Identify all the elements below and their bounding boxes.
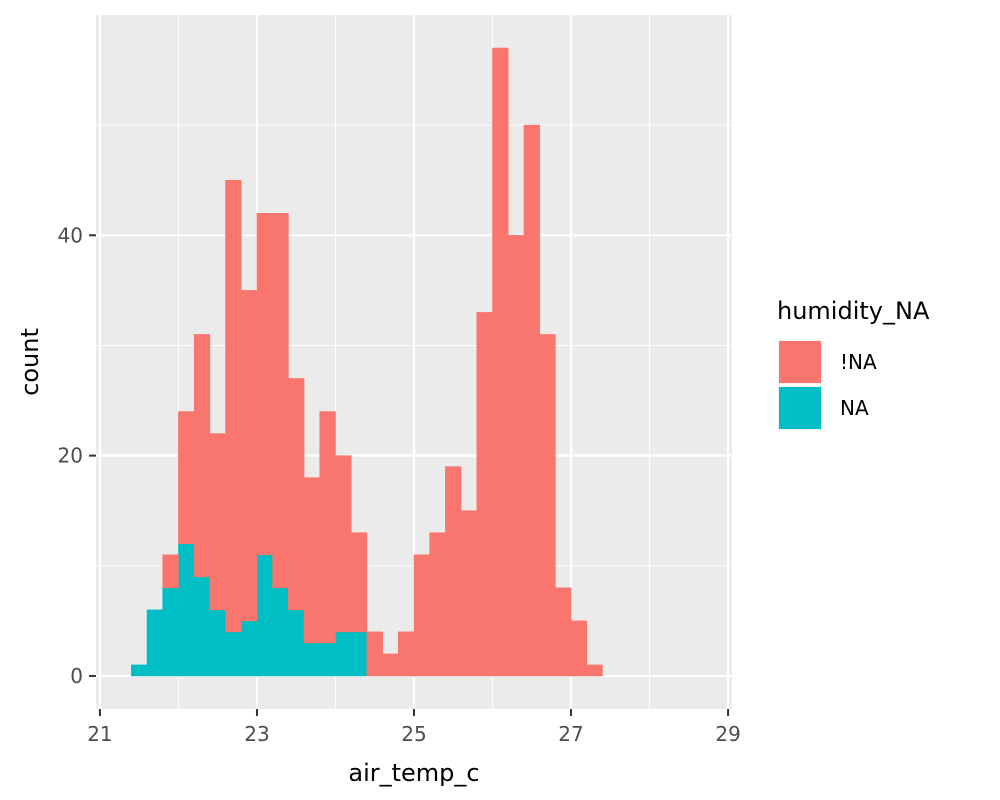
- bar-not-na: [193, 334, 211, 578]
- bar-not-na: [350, 532, 368, 633]
- bar-not-na: [586, 664, 603, 677]
- x-tick-label: 25: [401, 722, 426, 746]
- bar-na: [240, 620, 258, 677]
- legend-label: NA: [840, 396, 869, 420]
- bar-na: [178, 543, 195, 677]
- x-tick-label: 27: [558, 722, 583, 746]
- bar-not-na: [382, 653, 399, 677]
- axes: 21 23 25 27 29 0 20 40: [58, 223, 741, 746]
- bar-not-na: [492, 47, 509, 677]
- bar-not-na: [319, 411, 336, 644]
- bar-na: [131, 664, 148, 677]
- bar-not-na: [288, 378, 305, 611]
- bar-not-na: [225, 179, 242, 633]
- bar-na: [256, 554, 273, 677]
- bar-not-na: [240, 290, 258, 622]
- bar-not-na: [303, 477, 321, 644]
- bar-na: [162, 587, 179, 677]
- bar-not-na: [429, 532, 446, 677]
- bar-na: [272, 587, 289, 677]
- bar-not-na: [209, 433, 226, 611]
- y-tick-label: 20: [58, 444, 83, 468]
- x-axis-title: air_temp_c: [348, 759, 479, 787]
- bar-na: [319, 642, 336, 677]
- bar-not-na: [335, 455, 352, 633]
- bar-not-na: [178, 411, 195, 545]
- bar-not-na: [366, 631, 383, 677]
- bar-not-na: [413, 554, 431, 677]
- legend-swatch: [779, 387, 821, 429]
- bar-not-na: [445, 466, 462, 677]
- bar-na: [288, 609, 305, 677]
- bar-na: [209, 609, 226, 677]
- bar-not-na: [523, 124, 540, 677]
- bar-not-na: [555, 587, 572, 677]
- bar-not-na: [272, 212, 289, 589]
- bar-not-na: [476, 312, 493, 677]
- x-tick-label: 21: [87, 722, 112, 746]
- bar-not-na: [162, 554, 179, 589]
- y-tick-label: 0: [70, 664, 83, 688]
- bar-not-na: [539, 334, 556, 677]
- bar-na: [225, 631, 242, 677]
- y-tick-label: 40: [58, 223, 83, 247]
- y-axis-title: count: [16, 328, 44, 396]
- legend-swatch: [779, 341, 821, 383]
- bar-na: [303, 642, 321, 677]
- x-tick-label: 29: [715, 722, 740, 746]
- bar-not-na: [460, 510, 478, 677]
- bar-na: [335, 631, 352, 677]
- legend: humidity_NA !NA NA: [777, 297, 930, 430]
- bar-not-na: [570, 620, 588, 677]
- legend-label: !NA: [840, 350, 877, 374]
- bar-not-na: [397, 631, 415, 677]
- x-tick-label: 23: [244, 722, 269, 746]
- bars: [131, 47, 603, 677]
- bar-not-na: [256, 212, 273, 556]
- bar-na: [193, 576, 211, 677]
- bar-na: [350, 631, 368, 677]
- bar-not-na: [507, 235, 525, 677]
- legend-title: humidity_NA: [777, 297, 930, 325]
- bar-na: [146, 609, 164, 677]
